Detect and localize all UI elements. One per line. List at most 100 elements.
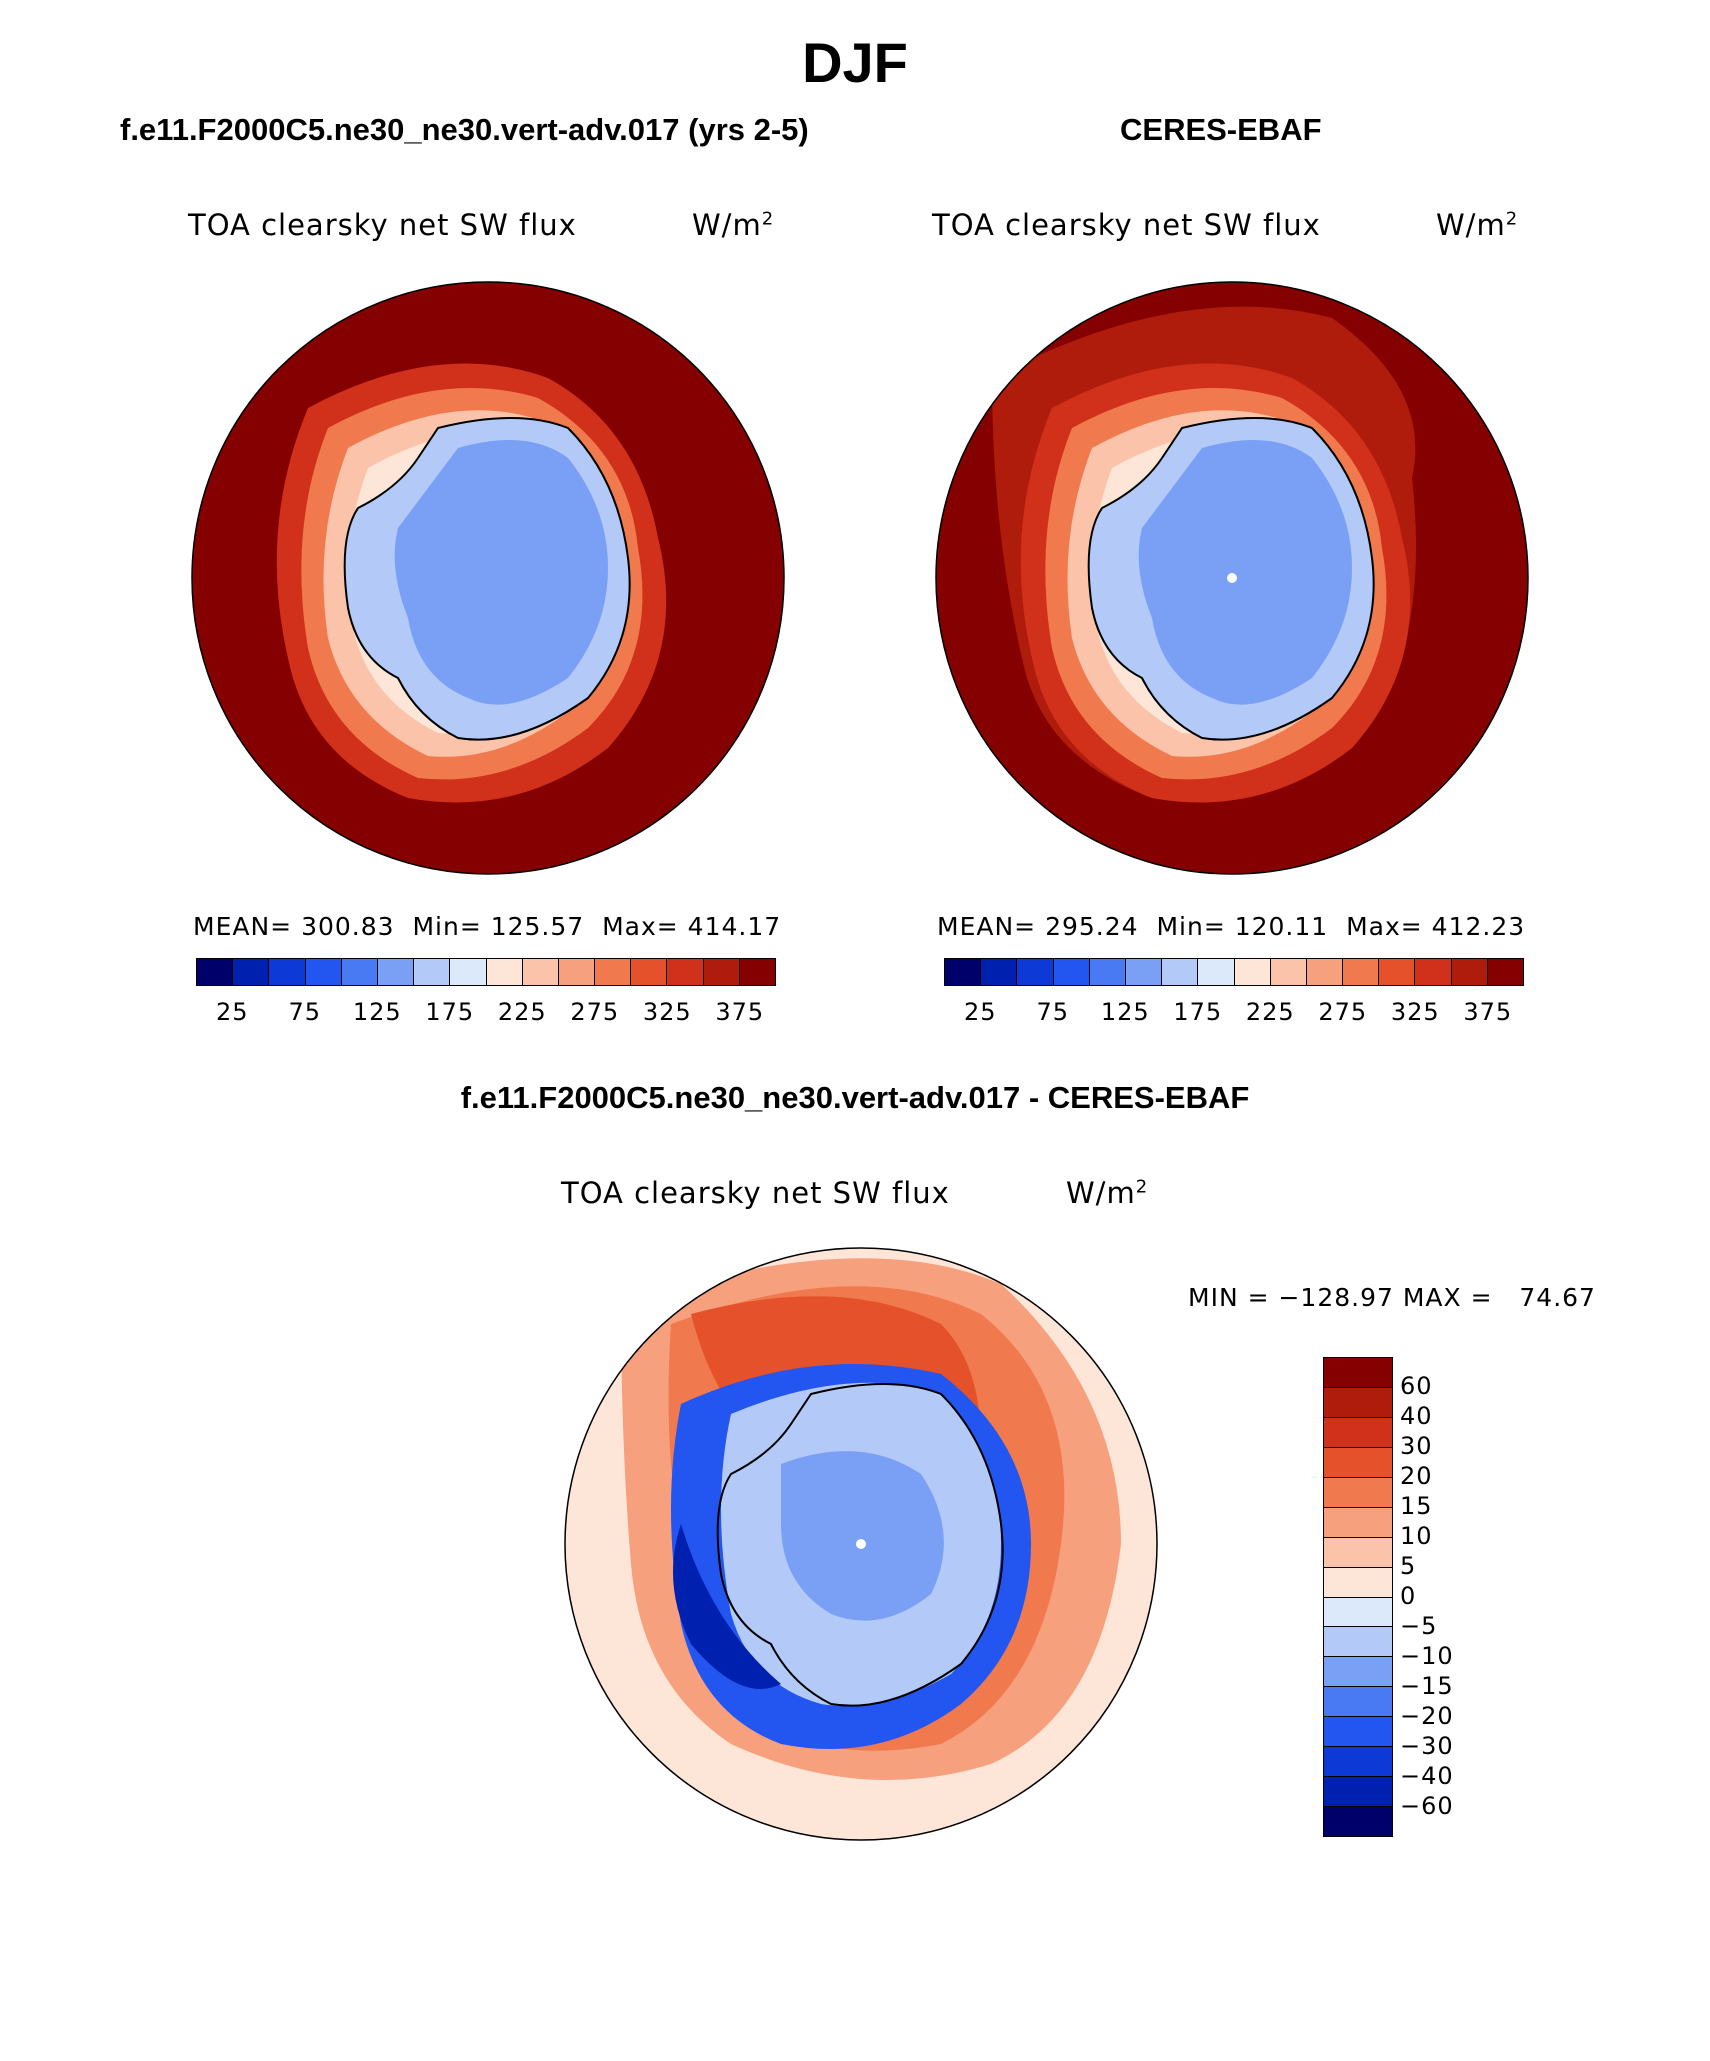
obs-colorbar-tick-label: 75 xyxy=(1036,998,1070,1026)
model-colorbar-box xyxy=(667,959,704,985)
obs-colorbar-box xyxy=(1125,959,1163,985)
diff-colorbar-tick-label: 20 xyxy=(1400,1462,1433,1490)
model-colorbar-tick-label: 275 xyxy=(570,998,620,1026)
diff-colorbar-tick-label: 0 xyxy=(1400,1582,1417,1610)
diff-colorbar-tick-label: −5 xyxy=(1400,1612,1438,1640)
model-colorbar-tick-label: 25 xyxy=(215,998,249,1026)
obs-colorbar-box xyxy=(1415,959,1452,985)
model-polar-map xyxy=(191,281,785,875)
diff-colorbar-tick-label: 40 xyxy=(1400,1402,1433,1430)
diff-colorbar-box xyxy=(1324,1358,1392,1388)
obs-stats: MEAN= 295.24 Min= 120.11 Max= 412.23 xyxy=(937,912,1526,941)
model-colorbar-tick-label: 175 xyxy=(425,998,475,1026)
obs-colorbar-box xyxy=(1270,959,1307,985)
diff-colorbar-tick-label: −10 xyxy=(1400,1642,1454,1670)
diff-colorbar-box xyxy=(1324,1747,1392,1778)
diff-minmax: MIN = −128.97 MAX = 74.67 xyxy=(1188,1283,1596,1312)
diff-colorbar-box xyxy=(1324,1777,1392,1808)
obs-colorbar-box xyxy=(1306,959,1344,985)
obs-colorbar-box xyxy=(1451,959,1488,985)
diff-polar-map xyxy=(564,1247,1158,1841)
model-colorbar-box xyxy=(197,959,234,985)
diff-colorbar-tick-label: 15 xyxy=(1400,1492,1433,1520)
obs-colorbar-box xyxy=(1234,959,1271,985)
diff-colorbar-tick-label: 10 xyxy=(1400,1522,1433,1550)
diff-colorbar-box xyxy=(1324,1477,1392,1508)
obs-colorbar-box xyxy=(1162,959,1199,985)
model-stats: MEAN= 300.83 Min= 125.57 Max= 414.17 xyxy=(193,912,782,941)
diff-colorbar-box xyxy=(1324,1387,1392,1418)
obs-polar-map xyxy=(935,281,1529,875)
model-colorbar-tick-label: 375 xyxy=(715,998,765,1026)
model-variable-label: TOA clearsky net SW flux xyxy=(188,208,577,242)
obs-colorbar-tick-label: 375 xyxy=(1463,998,1513,1026)
obs-units-label: W/m2 xyxy=(1436,208,1519,242)
diff-colorbar-tick-label: 30 xyxy=(1400,1432,1433,1460)
obs-colorbar-tick-label: 275 xyxy=(1318,998,1368,1026)
page-title: DJF xyxy=(802,31,908,94)
model-colorbar-box xyxy=(414,959,451,985)
model-colorbar-box xyxy=(305,959,342,985)
diff-colorbar-tick-label: 5 xyxy=(1400,1552,1417,1580)
model-colorbar-tick-label: 325 xyxy=(642,998,692,1026)
model-colorbar-box xyxy=(558,959,596,985)
diff-colorbar-box xyxy=(1324,1537,1392,1568)
model-colorbar-ticks: 25 75 125 175 225 275 325 375 xyxy=(196,998,776,1028)
diff-units-label: W/m2 xyxy=(1066,1176,1149,1210)
diff-colorbar-tick-label: −20 xyxy=(1400,1702,1454,1730)
diff-colorbar-box xyxy=(1324,1687,1392,1718)
model-colorbar-box xyxy=(522,959,559,985)
obs-colorbar-box xyxy=(1379,959,1416,985)
diff-colorbar-tick-label: −15 xyxy=(1400,1672,1454,1700)
model-colorbar-box xyxy=(631,959,668,985)
diff-colorbar-box xyxy=(1324,1567,1392,1598)
diff-colorbar-box xyxy=(1324,1627,1392,1658)
obs-colorbar-tick-label: 125 xyxy=(1100,998,1150,1026)
obs-variable-label: TOA clearsky net SW flux xyxy=(932,208,1321,242)
diff-colorbar xyxy=(1323,1357,1393,1837)
obs-colorbar xyxy=(944,958,1524,986)
model-colorbar-box xyxy=(703,959,740,985)
model-colorbar xyxy=(196,958,776,986)
obs-case-title: CERES-EBAF xyxy=(1120,112,1322,147)
model-colorbar-tick-label: 75 xyxy=(288,998,322,1026)
diff-case-title: f.e11.F2000C5.ne30_ne30.vert-adv.017 - C… xyxy=(460,1080,1250,1115)
diff-colorbar-box xyxy=(1324,1417,1392,1448)
diff-colorbar-tick-label: −40 xyxy=(1400,1762,1454,1790)
diff-colorbar-box xyxy=(1324,1717,1392,1748)
obs-colorbar-box xyxy=(1017,959,1054,985)
model-colorbar-box xyxy=(486,959,523,985)
diff-colorbar-tick-label: −60 xyxy=(1400,1792,1454,1820)
obs-colorbar-ticks: 25 75 125 175 225 275 325 375 xyxy=(944,998,1524,1028)
obs-colorbar-tick-label: 175 xyxy=(1173,998,1223,1026)
model-colorbar-box xyxy=(739,959,775,985)
model-colorbar-box xyxy=(233,959,270,985)
diff-colorbar-box xyxy=(1324,1447,1392,1478)
obs-colorbar-box xyxy=(1343,959,1380,985)
model-colorbar-box xyxy=(341,959,378,985)
diff-colorbar-box xyxy=(1324,1507,1392,1538)
diff-colorbar-tick-label: 60 xyxy=(1400,1372,1433,1400)
diff-colorbar-box xyxy=(1324,1807,1392,1836)
model-units-label: W/m2 xyxy=(692,208,775,242)
model-colorbar-box xyxy=(595,959,632,985)
obs-colorbar-tick-label: 325 xyxy=(1390,998,1440,1026)
obs-colorbar-box xyxy=(1198,959,1235,985)
model-case-title: f.e11.F2000C5.ne30_ne30.vert-adv.017 (yr… xyxy=(120,112,809,147)
obs-colorbar-box xyxy=(1053,959,1090,985)
obs-colorbar-box xyxy=(981,959,1018,985)
model-colorbar-tick-label: 125 xyxy=(352,998,402,1026)
diff-colorbar-box xyxy=(1324,1657,1392,1688)
obs-colorbar-tick-label: 25 xyxy=(963,998,997,1026)
model-colorbar-tick-label: 225 xyxy=(497,998,547,1026)
diff-variable-label: TOA clearsky net SW flux xyxy=(561,1176,950,1210)
diff-colorbar-tick-label: −30 xyxy=(1400,1732,1454,1760)
model-colorbar-box xyxy=(269,959,306,985)
model-colorbar-box xyxy=(377,959,415,985)
obs-colorbar-tick-label: 225 xyxy=(1245,998,1295,1026)
diff-colorbar-box xyxy=(1324,1597,1392,1628)
model-colorbar-box xyxy=(450,959,487,985)
obs-colorbar-box xyxy=(1487,959,1523,985)
obs-colorbar-box xyxy=(1089,959,1126,985)
obs-colorbar-box xyxy=(945,959,982,985)
